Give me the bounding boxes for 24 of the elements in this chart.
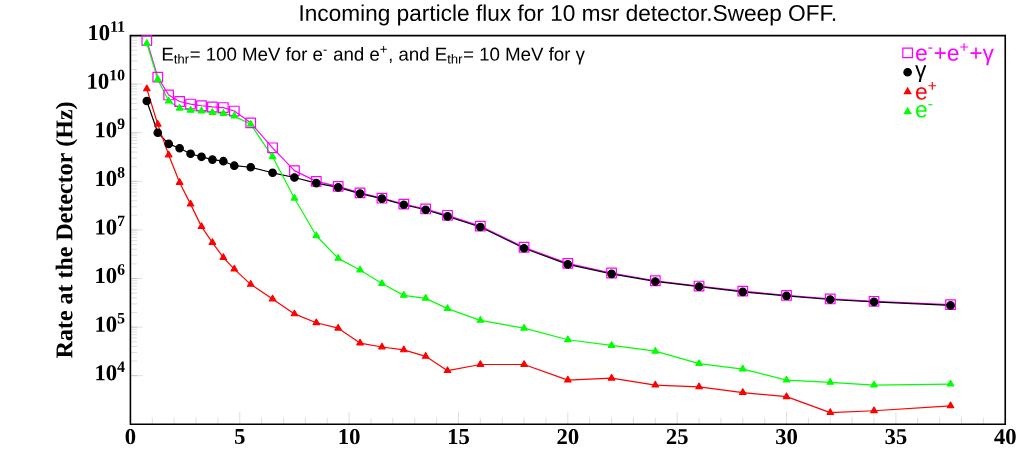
y-axis-title: Rate at the Detector (Hz) [55, 102, 78, 358]
legend-label: e$^{-}$+e$^{+}$+γ [916, 43, 994, 66]
x-tick-label: 5 [235, 428, 245, 444]
x-tick-label: 30 [776, 428, 797, 445]
chart-title: Incoming particle flux for 10 msr detector.Sweep OFF. [300, 4, 836, 26]
text: E$_{thr}$= 100 MeV for e$^{-}$ and e$^{+}$, and E$_{thr}$= 10 MeV for γ [162, 45, 585, 65]
y-tick-label: 10$^{9}$ [96, 118, 125, 138]
x-tick-label: 0 [125, 428, 136, 445]
legend-label: γ [915, 65, 927, 82]
x-tick-label: 10 [339, 428, 360, 445]
y-tick-label: 10$^{11}$ [89, 21, 125, 41]
x-tick-label: 40 [994, 428, 1016, 445]
y-tick-label: 10$^{5}$ [96, 312, 125, 332]
legend-label: e$^{+}$ [916, 81, 937, 100]
y-tick-label: 10$^{6}$ [96, 264, 125, 284]
y-tick-label: 10$^{4}$ [96, 361, 125, 381]
legend-label: e$^{-}$ [916, 103, 933, 118]
x-tick-label: 15 [448, 428, 469, 445]
x-tick-label: 35 [885, 428, 907, 445]
x-tick-label: 25 [666, 428, 688, 445]
x-tick-label: 20 [557, 428, 579, 445]
y-tick-label: 10$^{8}$ [96, 166, 125, 186]
y-tick-label: 10$^{7}$ [96, 215, 125, 235]
y-tick-label: 10$^{10}$ [88, 69, 125, 89]
